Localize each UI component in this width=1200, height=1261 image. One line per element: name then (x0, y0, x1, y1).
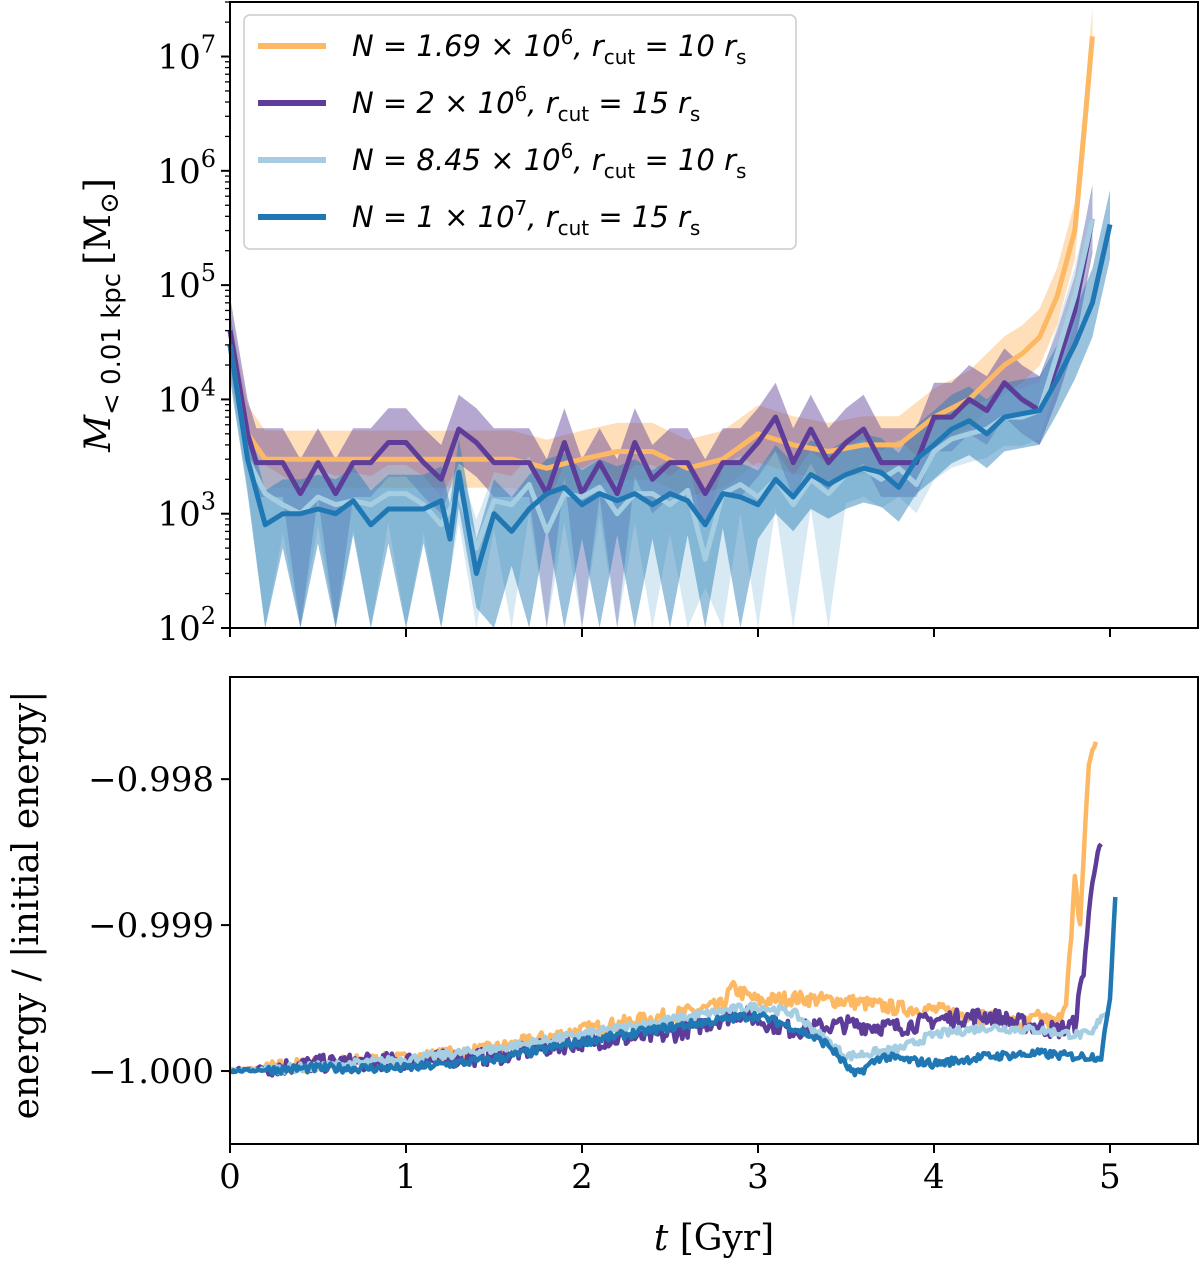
tick-base: 10 (157, 380, 200, 420)
bottom-y-ticks: −1.000 −0.999 −0.998 (88, 760, 230, 1092)
top-y-tick-label: 103 (157, 488, 216, 535)
tick-exponent: 6 (201, 145, 216, 173)
top-y-tick-label: 106 (157, 145, 216, 192)
legend-sub: cut (558, 216, 590, 240)
legend-label-orange: N = 1.69 × 106, rcut = 10 rs (352, 25, 746, 69)
top-lines (227, 36, 1113, 576)
ylabel-main: M (78, 414, 119, 453)
legend-sub: cut (558, 102, 590, 126)
legend: N = 1.69 × 106, rcut = 10 rsN = 2 × 106,… (243, 14, 797, 250)
bottom-x-ticks: 0 1 2 3 4 5 (219, 1144, 1121, 1197)
legend-label-purple: N = 2 × 106, rcut = 15 rs (352, 82, 700, 126)
legend-sub: s (736, 159, 746, 183)
bottom-y-tick-label: −0.999 (88, 906, 214, 946)
legend-part: = 10 r (635, 29, 738, 63)
legend-sub: s (690, 102, 700, 126)
line-orange (227, 36, 1095, 471)
bottom-x-tick-label: 1 (395, 1157, 417, 1197)
energy-line-purple (228, 842, 1103, 1078)
top-axes-frame (229, 1, 1199, 629)
x-axis-label: t [Gyr] (654, 1218, 774, 1259)
legend-exp: 6 (515, 82, 528, 106)
legend-part: , r (527, 86, 559, 120)
tick-exponent: 2 (201, 602, 216, 630)
top-y-tick-label: 107 (157, 31, 216, 78)
bottom-y-tick-label: −1.000 (88, 1052, 214, 1092)
top-y-axis-label: M< 0.01 kpc [M⊙] (78, 178, 127, 453)
bottom-x-tick-label: 2 (571, 1157, 593, 1197)
legend-exp: 7 (515, 196, 528, 220)
line-purple (227, 218, 1095, 497)
bottom-x-tick-label: 4 (923, 1157, 945, 1197)
legend-exp: 6 (561, 25, 574, 49)
energy-line-blue (229, 896, 1118, 1078)
top-y-tick-label: 105 (157, 259, 216, 306)
legend-part: N = 1 × 10 (352, 200, 515, 234)
legend-exp: 6 (561, 139, 574, 163)
ylabel-unit-close: ] (78, 178, 119, 192)
xlabel-unit: [Gyr] (668, 1218, 774, 1259)
legend-sub: s (736, 45, 746, 69)
bottom-lines (227, 741, 1118, 1078)
tick-base: 10 (157, 495, 200, 535)
top-x-ticks (229, 628, 1111, 637)
tick-base: 10 (157, 38, 200, 78)
tick-base: 10 (157, 609, 200, 649)
tick-base: 10 (157, 266, 200, 306)
legend-part: , r (527, 200, 559, 234)
bottom-x-tick-label: 0 (219, 1157, 241, 1197)
band-blue (230, 190, 1110, 628)
ylabel-unit: [M (78, 214, 119, 265)
top-y-tick-label: 102 (157, 602, 216, 649)
legend-part: N = 1.69 × 10 (352, 29, 561, 63)
legend-sub: s (690, 216, 700, 240)
bottom-panel: −1.000 −0.999 −0.998 0 1 2 3 4 5 energy / |init… (6, 676, 1199, 1259)
legend-part: , r (573, 143, 605, 177)
legend-box (243, 14, 797, 250)
tick-exponent: 4 (201, 373, 216, 401)
ylabel-sub: < 0.01 kpc (97, 273, 127, 415)
band-orange (230, 7, 1093, 497)
bottom-y-tick-label: −0.998 (88, 760, 214, 800)
bottom-x-tick-label: 3 (747, 1157, 769, 1197)
legend-part: = 10 r (635, 143, 738, 177)
legend-sub: cut (604, 159, 636, 183)
legend-part: = 15 r (589, 200, 692, 234)
legend-part: = 15 r (589, 86, 692, 120)
bottom-axes-frame (229, 676, 1199, 1145)
energy-line-lightblue (229, 1001, 1111, 1076)
ylabel-unit-sub: ⊙ (95, 192, 125, 214)
legend-part: , r (573, 29, 605, 63)
tick-exponent: 3 (201, 488, 216, 516)
top-y-tick-label: 104 (157, 373, 216, 420)
xlabel-var: t (654, 1218, 669, 1259)
tick-base: 10 (157, 152, 200, 192)
tick-exponent: 5 (201, 259, 216, 287)
legend-part: N = 8.45 × 10 (352, 143, 561, 177)
legend-label-lightblue: N = 8.45 × 106, rcut = 10 rs (352, 139, 746, 183)
legend-part: N = 2 × 10 (352, 86, 515, 120)
legend-sub: cut (604, 45, 636, 69)
tick-exponent: 7 (201, 31, 216, 59)
line-blue (227, 223, 1113, 576)
legend-label-blue: N = 1 × 107, rcut = 15 rs (352, 196, 700, 240)
bottom-y-axis-label: energy / |initial energy| (6, 691, 47, 1120)
bottom-x-tick-label: 5 (1099, 1157, 1121, 1197)
